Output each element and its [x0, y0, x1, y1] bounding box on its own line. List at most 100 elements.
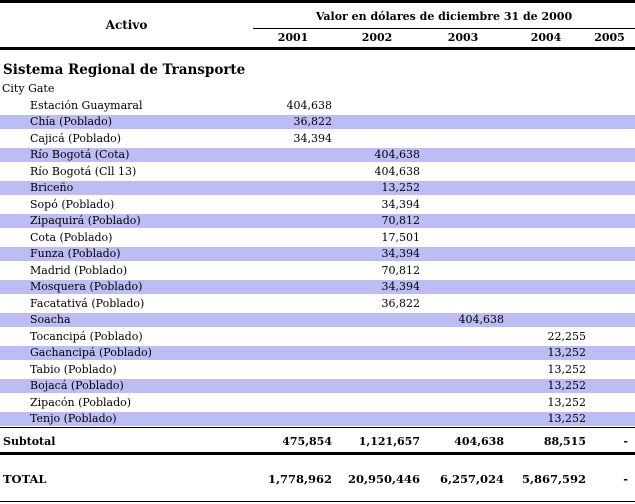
value-2001 [265, 313, 333, 327]
value-2004 [505, 115, 587, 129]
value-2005 [587, 346, 635, 360]
value-2005 [587, 99, 635, 113]
value-2004: 13,252 [547, 412, 587, 425]
table-row: Tabio (Poblado) 13,252 [0, 361, 635, 378]
asset-name: Tabio (Poblado) [30, 362, 117, 376]
asset-name: Tenjo (Poblado) [30, 412, 117, 425]
top-border [0, 0, 635, 3]
value-2005 [587, 363, 635, 377]
value-2005 [587, 231, 635, 245]
value-2003: 404,638 [454, 435, 504, 448]
value-2002: 17,501 [381, 230, 421, 244]
value-2001 [265, 231, 333, 245]
value-2005 [587, 198, 635, 212]
table-row: Gachancipá (Poblado) 13,252 [0, 345, 635, 362]
value-2001 [265, 330, 333, 344]
value-2002 [333, 396, 421, 410]
value-2005 [587, 115, 635, 129]
value-2003 [421, 198, 505, 212]
value-2003 [421, 214, 505, 228]
value-2003 [421, 247, 505, 261]
table-row: Mosquera (Poblado) 34,394 [0, 279, 635, 296]
table-row: Soacha 404,638 [0, 312, 635, 329]
value-2005 [587, 214, 635, 228]
year-header-2004: 2004 [530, 31, 562, 44]
value-2002: 404,638 [374, 164, 421, 178]
asset-name: Zipaquirá (Poblado) [30, 214, 141, 227]
value-2001 [265, 264, 333, 278]
value-2003: 6,257,024 [439, 472, 504, 486]
value-2004: 13,252 [547, 395, 587, 409]
value-2004 [505, 165, 587, 179]
value-2004: 13,252 [547, 362, 587, 376]
asset-name: Funza (Poblado) [30, 247, 121, 260]
value-2001: 36,822 [293, 115, 333, 128]
header-border [0, 47, 635, 50]
value-2004: 5,867,592 [521, 472, 586, 486]
value-2002 [333, 330, 421, 344]
table-body: Estación Guaymaral 404,638 Chía (Poblado) 3… [0, 97, 635, 427]
value-2001 [265, 396, 333, 410]
value-2003 [421, 396, 505, 410]
value-2004 [505, 313, 587, 327]
value-2003 [421, 346, 505, 360]
value-2002: 34,394 [381, 197, 421, 211]
year-header-2002: 2002 [361, 31, 393, 44]
value-2004: 13,252 [547, 346, 587, 359]
value-2002: 36,822 [381, 296, 421, 310]
value-2002: 1,121,657 [358, 435, 420, 448]
value-2005 [587, 396, 635, 410]
subtotal-bottom-border [0, 452, 635, 455]
value-2004: 88,515 [543, 435, 586, 448]
value-2002 [333, 313, 421, 327]
value-2002: 34,394 [381, 280, 421, 293]
value-2001 [265, 214, 333, 228]
table-row: Cota (Poblado) 17,501 [0, 229, 635, 246]
value-2004 [505, 231, 587, 245]
value-2001 [265, 297, 333, 311]
value-2005 [587, 247, 635, 261]
asset-name: Río Bogotá (Cll 13) [30, 164, 137, 178]
value-2004 [505, 99, 587, 113]
table-row: Zipaquirá (Poblado) 70,812 [0, 213, 635, 230]
value-2005 [587, 330, 635, 344]
value-2003 [421, 132, 505, 146]
value-2001 [265, 363, 333, 377]
total-label: TOTAL [3, 472, 47, 486]
table-row: Facatativá (Poblado) 36,822 [0, 295, 635, 312]
value-2001 [265, 198, 333, 212]
asset-name: Estación Guaymaral [30, 98, 143, 112]
value-2002 [333, 346, 421, 360]
value-2003 [421, 115, 505, 129]
value-2003 [421, 165, 505, 179]
value-2004 [505, 181, 587, 195]
value-2004 [505, 132, 587, 146]
table-row: Cajicá (Poblado) 34,394 [0, 130, 635, 147]
asset-name: Briceño [30, 181, 74, 194]
table-header: Activo Valor en dólares de diciembre 31 … [0, 3, 635, 47]
asset-name: Soacha [30, 313, 71, 326]
value-2002 [333, 115, 421, 129]
value-2005 [587, 379, 635, 393]
value-2001 [265, 346, 333, 360]
bottom-border [0, 501, 635, 502]
asset-name: Facatativá (Poblado) [30, 296, 145, 310]
value-2001: 475,854 [282, 435, 332, 448]
asset-name: Río Bogotá (Cota) [30, 148, 130, 161]
year-header-row: 2001 2002 2003 2004 2005 [253, 29, 635, 46]
asset-name: Bojacá (Poblado) [30, 379, 124, 392]
value-2002: 70,812 [381, 263, 421, 277]
group-label: City Gate [2, 82, 55, 95]
value-2001 [265, 280, 333, 294]
value-2001: 1,778,962 [267, 472, 332, 486]
table-row: Tenjo (Poblado) 13,252 [0, 411, 635, 428]
table-row: Río Bogotá (Cota) 404,638 [0, 147, 635, 164]
table-row: Bojacá (Poblado) 13,252 [0, 378, 635, 395]
value-2002: 34,394 [381, 247, 421, 260]
value-2005 [587, 412, 635, 426]
value-2005 [587, 181, 635, 195]
value-2005: - [623, 435, 628, 448]
total-row: TOTAL 1,778,962 20,950,446 6,257,024 5,867,… [0, 470, 635, 488]
table-row: Chía (Poblado) 36,822 [0, 114, 635, 131]
